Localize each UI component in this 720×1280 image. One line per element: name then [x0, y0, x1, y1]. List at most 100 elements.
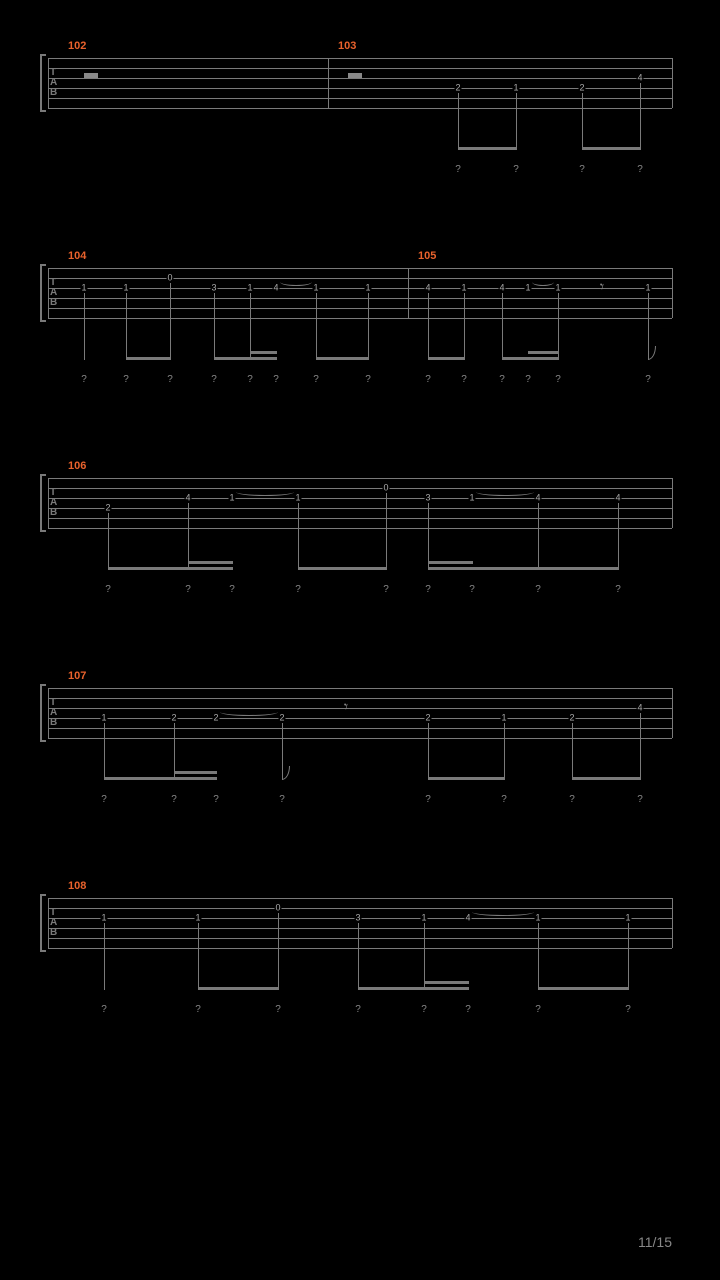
note-stem [572, 723, 573, 780]
beam [538, 567, 619, 570]
tab-system: T A B10811031411???????? [48, 898, 672, 1028]
fingering: ? [213, 794, 219, 805]
fret-number: 0 [274, 904, 281, 913]
note-stem [104, 923, 105, 990]
staff-line [48, 318, 672, 319]
fret-number: 1 [512, 84, 519, 93]
note-stem [188, 503, 189, 570]
note-stem [386, 493, 387, 570]
page-number: 11/15 [638, 1234, 672, 1250]
measure-number: 102 [68, 40, 86, 52]
note-stem [516, 93, 517, 150]
fingering: ? [569, 794, 575, 805]
fingering: ? [535, 1004, 541, 1015]
note-stem [424, 923, 425, 990]
fingering: ? [461, 374, 467, 385]
fingering: ? [355, 1004, 361, 1015]
fingering: ? [247, 374, 253, 385]
measure-number: 104 [68, 250, 86, 262]
tie [236, 488, 294, 496]
note-stem [170, 283, 171, 360]
staff-line [48, 268, 672, 269]
barline [408, 268, 409, 318]
fingering: ? [555, 374, 561, 385]
staff-line [48, 68, 672, 69]
fret-number: 1 [644, 284, 651, 293]
staff-line [48, 948, 672, 949]
system-bracket [40, 54, 46, 112]
fingering: ? [365, 374, 371, 385]
beam-secondary [528, 351, 559, 354]
note-stem [104, 723, 105, 780]
fret-number: 1 [100, 714, 107, 723]
barline [48, 688, 49, 738]
staff-line [48, 738, 672, 739]
tab-system: T A B106241103144????????? [48, 478, 672, 608]
fingering: ? [383, 584, 389, 595]
fret-number: 4 [184, 494, 191, 503]
barline [48, 478, 49, 528]
staff-line [48, 898, 672, 899]
fret-number: 1 [80, 284, 87, 293]
fret-number: 4 [424, 284, 431, 293]
beam [538, 987, 629, 990]
beam [316, 357, 369, 360]
fingering: ? [425, 374, 431, 385]
fret-number: 3 [354, 914, 361, 923]
fingering: ? [229, 584, 235, 595]
note-stem [298, 503, 299, 570]
fret-number: 1 [468, 494, 475, 503]
tab-clef: T A B [50, 488, 57, 518]
fret-number: 1 [420, 914, 427, 923]
fret-number: 4 [464, 914, 471, 923]
fingering: ? [167, 374, 173, 385]
fingering: ? [637, 794, 643, 805]
tab-clef: T A B [50, 908, 57, 938]
fret-number: 1 [364, 284, 371, 293]
fret-number: 1 [534, 914, 541, 923]
fret-number: 4 [636, 74, 643, 83]
fingering: ? [101, 794, 107, 805]
note-stem [558, 293, 559, 360]
fret-number: 2 [278, 714, 285, 723]
note-stem [126, 293, 127, 360]
fingering: ? [615, 584, 621, 595]
note-stem [428, 503, 429, 570]
fret-number: 2 [454, 84, 461, 93]
beam-secondary [174, 771, 217, 774]
fingering: ? [123, 374, 129, 385]
note-stem [358, 923, 359, 990]
fret-number: 1 [100, 914, 107, 923]
fret-number: 0 [382, 484, 389, 493]
measure-number: 106 [68, 460, 86, 472]
beam [198, 987, 279, 990]
tie [472, 908, 534, 916]
note-stem [464, 293, 465, 360]
system-bracket [40, 264, 46, 322]
barline [672, 58, 673, 108]
fret-number: 0 [166, 274, 173, 283]
note-stem [198, 923, 199, 990]
fret-number: 4 [272, 284, 279, 293]
note-stem [428, 723, 429, 780]
staff-line [48, 298, 672, 299]
barline [48, 898, 49, 948]
beam [502, 357, 559, 360]
fret-number: 3 [210, 284, 217, 293]
half-rest [348, 73, 362, 78]
tab-clef: T A B [50, 698, 57, 728]
fret-number: 1 [460, 284, 467, 293]
fingering: ? [469, 584, 475, 595]
staff-line [48, 518, 672, 519]
staff-line [48, 718, 672, 719]
beam [428, 567, 539, 570]
beam [458, 147, 517, 150]
staff-line [48, 278, 672, 279]
fingering: ? [535, 584, 541, 595]
staff-line [48, 78, 672, 79]
fret-number: 3 [424, 494, 431, 503]
whole-rest [84, 73, 98, 78]
note-stem [250, 293, 251, 360]
fingering: ? [455, 164, 461, 175]
barline [672, 268, 673, 318]
